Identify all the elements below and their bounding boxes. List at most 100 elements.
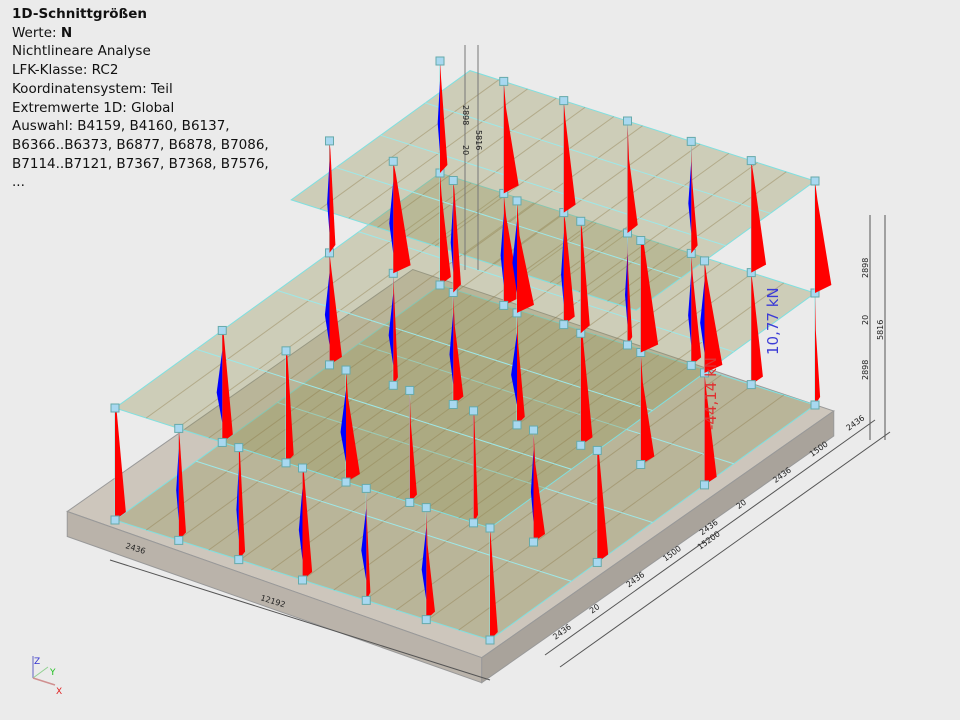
tension-diagram <box>688 161 692 234</box>
compression-diagram <box>453 180 461 293</box>
compression-diagram <box>627 121 638 233</box>
node-support <box>174 535 184 545</box>
tension-diagram <box>688 273 692 346</box>
info-selection-more: ... <box>12 174 25 191</box>
compression-diagram <box>563 100 576 213</box>
dim-top-story: 2898 <box>461 105 470 125</box>
beam-line <box>358 231 734 353</box>
compression-diagram <box>580 221 590 334</box>
compression-diagram <box>453 292 464 405</box>
compression-diagram <box>533 430 546 543</box>
compression-diagram <box>704 260 723 373</box>
compression-diagram <box>490 528 498 640</box>
compression-diagram <box>580 333 593 446</box>
axis-x-label: X <box>56 687 62 697</box>
tension-diagram <box>511 332 517 405</box>
compression-diagram <box>178 428 186 541</box>
tension-diagram <box>561 232 564 305</box>
tension-diagram <box>530 450 534 523</box>
column-diagrams <box>110 56 832 645</box>
foundation-slab <box>66 268 835 684</box>
info-selection-2: B6366..B6373, B6877, B6878, B7086, <box>12 136 269 153</box>
beam-line <box>425 102 771 214</box>
node-support <box>325 360 334 370</box>
node-support <box>234 443 244 453</box>
node-support <box>576 216 586 226</box>
tension-diagram <box>437 81 440 153</box>
info-title: 1D-Schnittgrößen <box>12 6 148 22</box>
node-support <box>448 176 458 185</box>
info-coord-system: Koordinatensystem: Teil <box>12 80 173 97</box>
node-support <box>700 256 709 266</box>
compression-diagram <box>517 200 534 313</box>
node-support <box>388 380 398 390</box>
node-support <box>469 518 478 528</box>
result-max-label: 10,77 kN <box>764 287 782 355</box>
node-support <box>529 425 538 435</box>
beam-line <box>380 134 726 247</box>
axis-z-label: Z <box>34 657 40 667</box>
node-support <box>361 483 371 493</box>
node-support <box>298 463 307 473</box>
compression-diagram <box>366 488 371 601</box>
node-support <box>746 156 756 166</box>
node-support <box>636 236 646 245</box>
compression-diagram <box>597 450 609 563</box>
tension-diagram <box>450 200 454 273</box>
compression-diagram <box>751 160 767 273</box>
node-support <box>485 523 495 533</box>
node-support <box>174 423 184 433</box>
node-support <box>281 458 291 468</box>
compression-diagram <box>704 372 717 485</box>
beam-line <box>196 460 572 582</box>
tension-diagram <box>236 467 239 540</box>
node-support <box>559 96 569 106</box>
info-values: Werte: N <box>12 24 269 43</box>
node-support <box>576 440 586 450</box>
compression-diagram <box>640 240 659 353</box>
compression-diagram <box>815 181 832 293</box>
node-support <box>469 406 478 416</box>
node-support <box>110 515 120 525</box>
node-support <box>592 445 602 455</box>
tension-diagram <box>327 160 330 233</box>
tension-diagram <box>388 293 394 366</box>
compression-diagram <box>440 61 448 173</box>
node-support <box>217 437 227 447</box>
info-selection-1: Auswahl: B4159, B4160, B6137, <box>12 118 230 135</box>
compression-diagram <box>329 252 342 365</box>
tension-diagram <box>176 448 179 521</box>
dim-line-left <box>109 559 491 681</box>
node-support <box>512 196 522 206</box>
compression-diagram <box>409 390 417 503</box>
axis-triad: Z Y X <box>32 656 62 697</box>
tension-diagram <box>216 350 223 423</box>
tension-diagram <box>500 213 504 286</box>
node-support <box>325 136 334 146</box>
result-min-label: -44,14 kN <box>702 357 720 430</box>
node-support <box>499 76 509 86</box>
node-support <box>421 615 431 625</box>
compression-diagram <box>815 293 821 405</box>
compression-diagram <box>302 468 313 580</box>
tension-diagram <box>298 488 303 560</box>
dim-top-gap: 20 <box>461 145 470 155</box>
node-support <box>810 400 820 410</box>
compression-diagram <box>286 350 294 463</box>
node-support <box>281 346 291 356</box>
info-extremes: Extremwerte 1D: Global <box>12 99 175 116</box>
node-support <box>686 360 696 370</box>
node-support <box>110 403 120 413</box>
node-support <box>559 320 569 330</box>
node-support <box>435 280 445 290</box>
compression-diagram <box>691 253 702 366</box>
beam-line <box>277 402 653 523</box>
dim-right-gap: 20 <box>861 315 870 325</box>
compression-diagram <box>691 141 698 254</box>
node-support <box>448 400 458 409</box>
node-support <box>636 460 646 469</box>
node-support <box>623 340 632 350</box>
compression-diagram <box>222 330 233 443</box>
result-info-panel: 1D-Schnittgrößen Werte: N Nichtlineare A… <box>12 5 269 192</box>
